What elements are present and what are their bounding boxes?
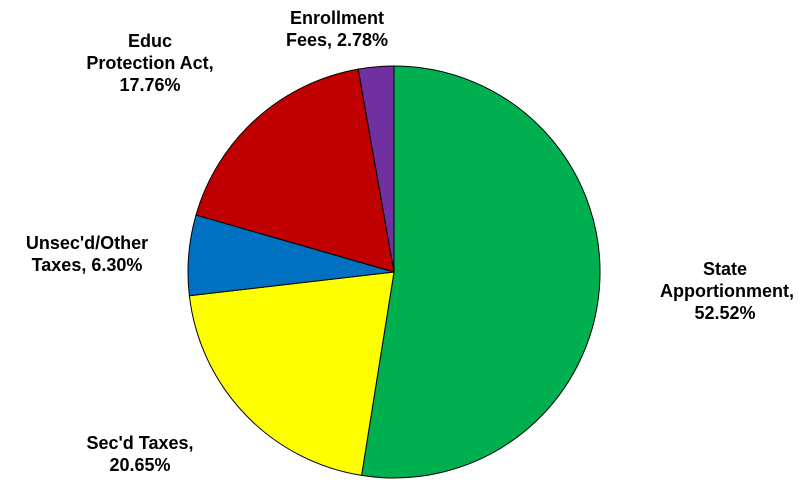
pie-slice-0 [361,65,601,479]
label-educ-protection-act: Educ Protection Act, 17.76% [86,31,214,95]
label-state-apportionment: State Apportionment, 52.52% [660,259,794,323]
pie-slice-3 [195,68,395,273]
label-unsecd-other-taxes: Unsec'd/Other Taxes, 6.30% [25,233,149,275]
label-secd-taxes: Sec'd Taxes, 20.65% [86,433,194,475]
pie-slice-4 [357,65,395,273]
label-enrollment-fees: Enrollment Fees, 2.78% [285,8,389,50]
pie-slice-1 [188,271,395,477]
